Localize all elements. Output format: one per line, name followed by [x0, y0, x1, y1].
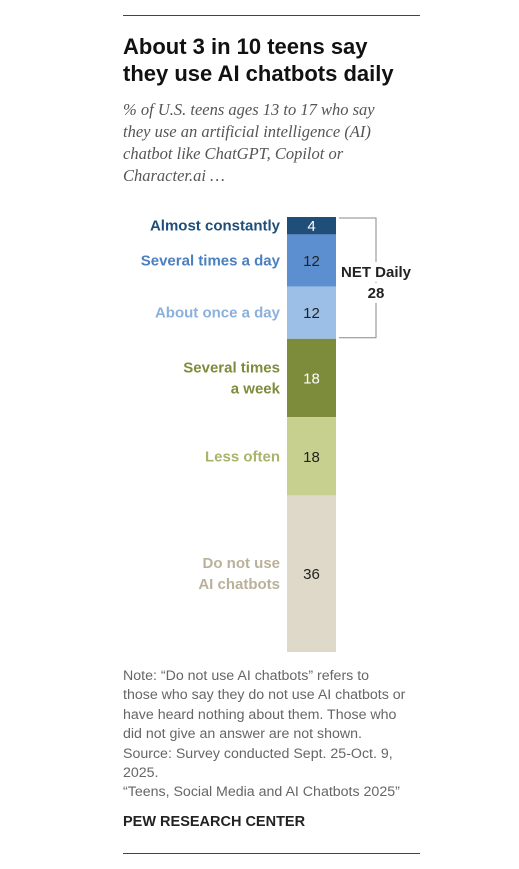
- chart-subtitle: % of U.S. teens ages 13 to 17 who say th…: [123, 99, 413, 187]
- category-label-3: a week: [231, 380, 281, 397]
- note-line: Source: Survey conducted Sept. 25-Oct. 9…: [123, 745, 393, 762]
- value-label-2: 12: [303, 305, 320, 322]
- note-line: Note: “Do not use AI chatbots” refers to: [123, 668, 370, 684]
- bar-segment-3: [287, 338, 336, 418]
- note-line: those who say they do not use AI chatbot…: [123, 687, 406, 704]
- bar-segment-2: [287, 286, 336, 339]
- bar-segment-5: [287, 495, 336, 652]
- note-line: have heard nothing about them. Those who: [123, 706, 397, 723]
- subtitle-line: Character.ai …: [123, 166, 225, 185]
- value-label-4: 18: [303, 449, 320, 466]
- bar-segment-4: [287, 417, 336, 496]
- category-label-5: Do not use: [203, 555, 281, 572]
- net-daily-label: NET Daily: [341, 264, 412, 281]
- value-label-1: 12: [303, 253, 320, 270]
- category-label-0: Almost constantly: [150, 218, 281, 235]
- category-label-3: Several times: [183, 359, 280, 376]
- category-label-4: Less often: [205, 448, 280, 465]
- subtitle-line: they use an artificial intelligence (AI): [123, 122, 371, 141]
- value-label-3: 18: [303, 370, 320, 387]
- note-line: 2025.: [123, 765, 159, 782]
- value-label-5: 36: [303, 566, 320, 583]
- subtitle-line: chatbot like ChatGPT, Copilot or: [123, 144, 344, 163]
- category-label-5: AI chatbots: [198, 576, 280, 593]
- note-line: did not give an answer are not shown.: [123, 726, 362, 743]
- bracket-label-bg: [338, 261, 418, 282]
- subtitle-line: % of U.S. teens ages 13 to 17 who say: [123, 100, 375, 119]
- bracket-label-bg: [338, 282, 418, 303]
- title-line: they use AI chatbots daily: [123, 61, 394, 86]
- top-rule: [123, 15, 420, 16]
- bottom-rule: [123, 853, 420, 854]
- note-line: “Teens, Social Media and AI Chatbots 202…: [123, 784, 400, 801]
- bar-segment-0: [287, 217, 336, 235]
- source-brand: PEW RESEARCH CENTER: [123, 814, 306, 830]
- footnote: Note: “Do not use AI chatbots” refers to…: [123, 667, 423, 803]
- net-daily-label: 28: [368, 285, 385, 302]
- category-label-1: Several times a day: [141, 253, 281, 270]
- chart-title: About 3 in 10 teens say they use AI chat…: [123, 33, 423, 87]
- bar-segment-1: [287, 234, 336, 287]
- title-line: About 3 in 10 teens say: [123, 34, 368, 59]
- category-label-2: About once a day: [155, 305, 281, 322]
- value-label-0: 4: [307, 218, 315, 235]
